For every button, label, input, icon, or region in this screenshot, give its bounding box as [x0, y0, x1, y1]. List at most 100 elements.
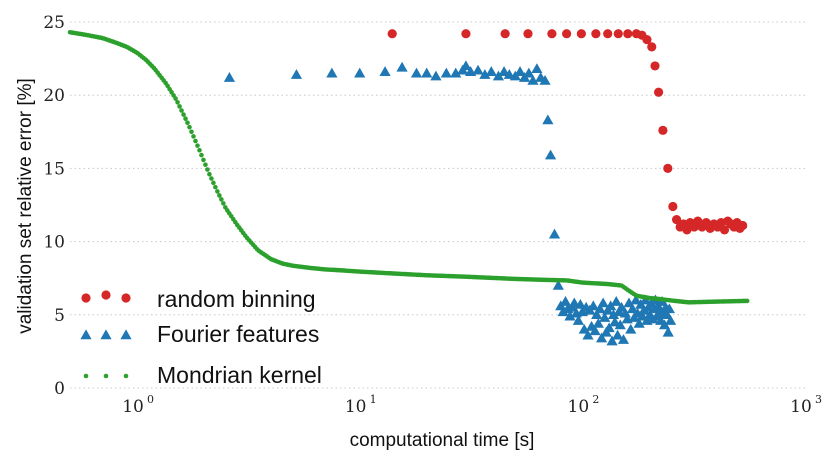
- data-point: [430, 70, 442, 81]
- series-mondrian-kernel: [67, 29, 750, 305]
- data-point: [523, 67, 535, 78]
- data-point: [531, 63, 543, 74]
- data-point: [589, 325, 601, 336]
- data-point: [559, 296, 572, 306]
- x-tick-label: 10 3: [790, 393, 822, 417]
- data-point: [650, 61, 660, 71]
- data-point: [617, 334, 630, 344]
- data-point: [197, 147, 202, 153]
- x-tick-exponent: 0: [147, 393, 154, 406]
- data-point: [213, 184, 218, 190]
- legend-marker: [83, 373, 89, 379]
- series-random-binning: [387, 29, 748, 235]
- x-tick-exponent: 1: [370, 393, 377, 406]
- data-point: [619, 307, 631, 318]
- data-point: [557, 306, 569, 317]
- data-point: [387, 29, 397, 39]
- data-point: [410, 67, 423, 78]
- grid-layer: [70, 21, 805, 389]
- data-point: [211, 180, 216, 186]
- x-tick-base: 10: [122, 397, 144, 417]
- data-point: [595, 332, 608, 343]
- data-point: [193, 138, 198, 144]
- data-point: [614, 319, 626, 330]
- data-point: [173, 96, 178, 101]
- data-point: [217, 193, 222, 198]
- x-tick-label: 10 1: [345, 393, 377, 417]
- data-point: [183, 116, 188, 121]
- data-point: [606, 335, 618, 346]
- data-point: [623, 29, 633, 39]
- data-point: [527, 74, 539, 85]
- data-point: [492, 70, 505, 81]
- data-point: [653, 87, 664, 97]
- y-tick-label: 5: [54, 306, 65, 326]
- data-point: [658, 319, 671, 330]
- data-point: [638, 304, 650, 315]
- data-point: [613, 29, 623, 39]
- data-point: [605, 300, 617, 311]
- data-point: [461, 29, 471, 39]
- data-point: [572, 315, 584, 325]
- legend-marker: [101, 290, 111, 300]
- data-point: [609, 316, 621, 327]
- data-point: [591, 29, 601, 39]
- data-point: [625, 323, 637, 334]
- data-point: [642, 34, 652, 45]
- data-point: [209, 176, 214, 181]
- data-point: [664, 315, 677, 325]
- data-point: [523, 29, 533, 39]
- data-point: [603, 29, 613, 39]
- x-axis-label: computational time [s]: [350, 430, 535, 451]
- data-point: [671, 215, 682, 225]
- data-point: [179, 108, 184, 113]
- data-point: [576, 29, 586, 39]
- data-point: [668, 201, 678, 212]
- series-fourier-features: [223, 60, 677, 346]
- legend-marker: [80, 329, 92, 340]
- data-point: [612, 329, 624, 340]
- y-tick-label: 10: [43, 233, 65, 253]
- data-series: [67, 29, 750, 346]
- data-point: [594, 303, 606, 314]
- data-point: [187, 124, 192, 130]
- y-tick-label: 25: [43, 13, 65, 33]
- data-point: [603, 322, 615, 333]
- data-point: [539, 74, 551, 85]
- data-point: [514, 66, 526, 76]
- y-tick-labels: 0 5 10 15 20 25: [43, 13, 65, 399]
- legend-marker: [100, 329, 112, 340]
- data-point: [223, 72, 236, 82]
- data-point: [450, 67, 462, 78]
- data-point: [500, 29, 510, 39]
- data-point: [562, 29, 572, 39]
- x-tick-exponent: 3: [815, 393, 822, 406]
- legend-marker: [121, 293, 131, 303]
- data-point: [199, 152, 204, 158]
- data-point: [630, 294, 642, 305]
- data-point: [215, 189, 220, 194]
- data-point: [663, 303, 675, 314]
- data-point: [379, 66, 391, 76]
- x-tick-base: 10: [345, 397, 367, 417]
- data-point: [564, 310, 576, 321]
- x-tick-labels: 10 0 10 1 10 2 10 3: [122, 393, 822, 417]
- y-tick-label: 15: [43, 159, 65, 179]
- data-point: [189, 129, 194, 135]
- data-point: [440, 67, 452, 78]
- data-point: [290, 69, 303, 79]
- data-point: [548, 228, 561, 239]
- legend-markers-fourier-features: [80, 329, 132, 340]
- data-point: [181, 112, 186, 117]
- data-point: [195, 143, 200, 148]
- data-point: [203, 162, 208, 168]
- data-point: [587, 300, 599, 311]
- legend-marker: [123, 373, 129, 379]
- data-point: [633, 317, 645, 328]
- data-point: [472, 64, 484, 75]
- legend-marker: [120, 329, 132, 340]
- x-tick-label: 10 2: [568, 393, 600, 417]
- legend-label-fourier-features: Fourier features: [157, 321, 319, 347]
- data-point: [544, 149, 557, 160]
